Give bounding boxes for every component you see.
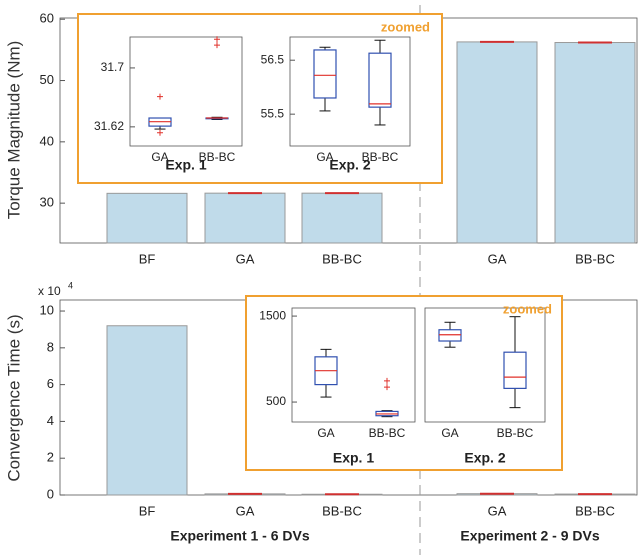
y-multiplier-exponent: 4 xyxy=(68,280,73,290)
y-tick-label: 8 xyxy=(47,339,54,354)
outlier xyxy=(384,384,390,391)
x-tick-label: GA xyxy=(151,150,168,164)
y-tick-label: 0 xyxy=(47,486,54,501)
y-tick-label: 55.5 xyxy=(261,106,285,120)
box xyxy=(313,49,337,99)
x-tick-label: BB-BC xyxy=(322,503,362,518)
axes-frame xyxy=(424,307,546,423)
y-axis-label: Torque Magnitude (Nm) xyxy=(4,41,23,220)
x-tick-label: BB-BC xyxy=(497,426,534,440)
x-tick-label: GA xyxy=(441,426,458,440)
y-tick-label: 2 xyxy=(47,450,54,465)
outlier xyxy=(384,377,390,384)
y-tick-label: 500 xyxy=(266,394,286,408)
x-tick-label: GA xyxy=(236,251,255,266)
y-tick-label: 6 xyxy=(47,376,54,391)
y-tick-label: 60 xyxy=(40,11,54,26)
y-axis-label: Convergence Time (s) xyxy=(4,314,23,481)
x-tick-label: GA xyxy=(317,426,334,440)
x-tick-label: GA xyxy=(488,503,507,518)
y-tick-label: 4 xyxy=(47,413,54,428)
y-tick-label: 56.5 xyxy=(261,52,285,66)
y-multiplier: x 10 xyxy=(38,284,61,298)
x-tick-label: BB-BC xyxy=(322,251,362,266)
outlier xyxy=(214,42,220,49)
y-tick-label: 10 xyxy=(40,302,54,317)
box xyxy=(503,351,527,389)
x-tick-label: BB-BC xyxy=(575,503,615,518)
bar xyxy=(456,41,538,244)
x-tick-label: BB-BC xyxy=(362,150,399,164)
axes-frame xyxy=(289,36,411,147)
group-label: Experiment 1 - 6 DVs xyxy=(170,528,309,544)
x-tick-label: GA xyxy=(316,150,333,164)
annotation: zoomed xyxy=(381,19,430,34)
outlier xyxy=(157,129,163,136)
group-label: Experiment 2 - 9 DVs xyxy=(460,528,599,544)
inset-x-label: Exp. 2 xyxy=(329,157,370,173)
y-tick-label: 31.7 xyxy=(101,60,125,74)
x-tick-label: BF xyxy=(139,251,156,266)
box xyxy=(368,52,392,108)
bar xyxy=(106,192,188,244)
y-tick-label: 1500 xyxy=(259,308,286,322)
x-tick-label: BB-BC xyxy=(199,150,236,164)
x-tick-label: GA xyxy=(236,503,255,518)
bar xyxy=(204,192,286,244)
y-tick-label: 50 xyxy=(40,72,54,87)
inset-x-label: Exp. 2 xyxy=(464,450,505,466)
inset-x-label: Exp. 1 xyxy=(165,157,206,173)
x-tick-label: GA xyxy=(488,251,507,266)
y-tick-label: 30 xyxy=(40,195,54,210)
outlier xyxy=(157,93,163,100)
bar xyxy=(106,325,188,496)
bar xyxy=(301,192,383,244)
x-tick-label: BB-BC xyxy=(369,426,406,440)
y-tick-label: 31.62 xyxy=(94,119,124,133)
axes-frame xyxy=(291,307,416,423)
annotation: zoomed xyxy=(503,301,552,316)
y-tick-label: 40 xyxy=(40,133,54,148)
bar xyxy=(554,42,636,244)
x-tick-label: BB-BC xyxy=(575,251,615,266)
outlier xyxy=(214,36,220,43)
axes-frame xyxy=(129,36,243,147)
x-tick-label: BF xyxy=(139,503,156,518)
inset-x-label: Exp. 1 xyxy=(333,450,374,466)
box xyxy=(438,329,462,342)
